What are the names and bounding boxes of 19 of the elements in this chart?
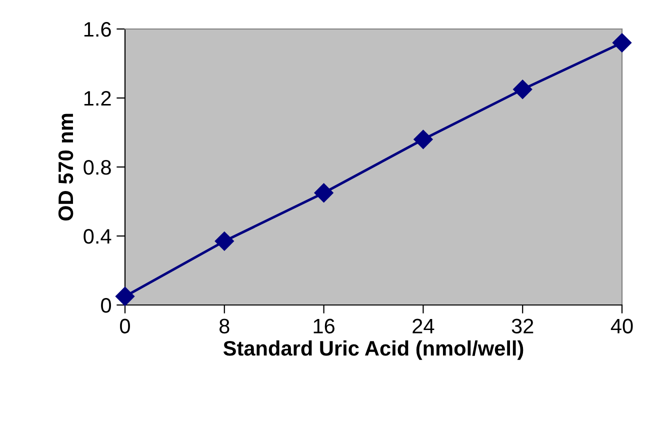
point	[612, 33, 632, 52]
y-tick-label: 0.8	[84, 160, 111, 175]
x-tick-label: 32	[512, 318, 534, 334]
y-axis-title: OD 570 nm	[58, 114, 74, 221]
x-axis-title: Standard Uric Acid (nmol/well)	[223, 340, 524, 360]
point	[414, 130, 433, 149]
x-tick-label: 40	[610, 318, 633, 334]
x-tick-label: 16	[314, 318, 334, 334]
x-tick-label: 24	[412, 318, 434, 334]
point	[214, 232, 234, 251]
point	[115, 286, 135, 306]
x-tick-label: 0	[120, 318, 130, 334]
point	[513, 80, 532, 99]
point	[314, 183, 334, 202]
x-tick-label: 8	[220, 318, 230, 334]
y-tick-label: 0	[101, 298, 111, 313]
y-tick-label: 1.2	[84, 91, 111, 106]
y-tick-label: 1.6	[84, 22, 111, 37]
y-tick-label: 0.4	[84, 229, 112, 244]
